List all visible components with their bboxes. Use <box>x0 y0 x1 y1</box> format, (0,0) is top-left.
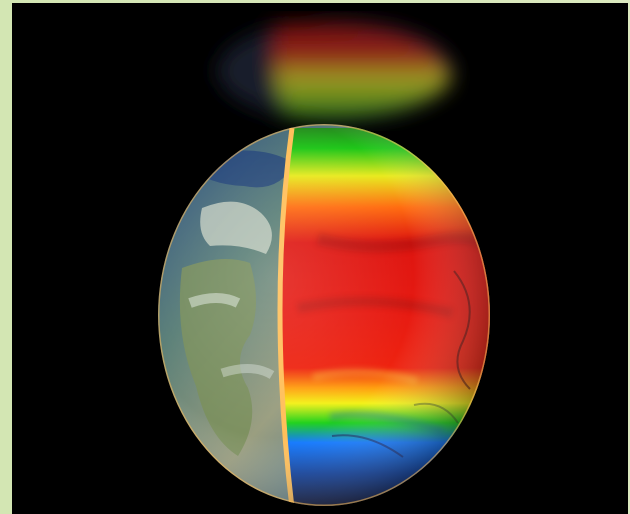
reflection-cap <box>217 21 453 121</box>
globe-illustration <box>158 21 490 506</box>
globe-photo <box>12 3 628 514</box>
globe <box>158 124 490 506</box>
